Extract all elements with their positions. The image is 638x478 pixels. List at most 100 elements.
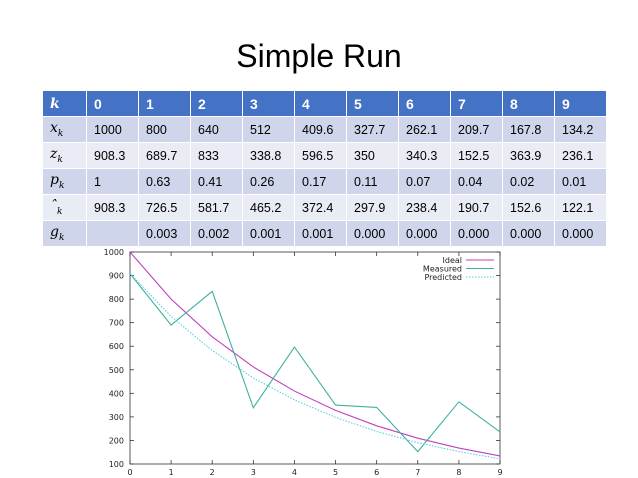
table-cell: 0.07 [398,168,451,195]
table-cell: 363.9 [502,142,555,169]
row-label: xk [42,116,87,143]
legend-label: Predicted [424,273,462,282]
table-cell: 0.000 [502,220,555,247]
column-header: 6 [398,90,451,117]
data-table: k 0 1 2 3 4 5 6 7 8 9 xk 1000 800 640 512 409.6 327.7 262.… [42,90,607,247]
table-cell: 209.7 [450,116,503,143]
row-symbol: ˆ [50,198,57,215]
table-cell: 167.8 [502,116,555,143]
table-cell: 640 [190,116,243,143]
row-label: gk [42,220,87,247]
column-header: 0 [86,90,139,117]
legend-label: Ideal [443,256,462,265]
row-symbol: x [50,120,58,137]
x-tick-label: 2 [210,468,215,476]
column-header: 7 [450,90,503,117]
table-cell: 1 [86,168,139,195]
table-cell: 0.04 [450,168,503,195]
table-cell: 236.1 [554,142,607,169]
table-cell: 327.7 [346,116,399,143]
table-cell: 122.1 [554,194,607,221]
y-tick-label: 700 [109,319,124,328]
x-tick-label: 9 [497,468,502,476]
column-header: 9 [554,90,607,117]
table-cell: 190.7 [450,194,503,221]
slide-title: Simple Run [236,38,402,74]
row-label: pk [42,168,87,195]
table-cell [86,220,139,247]
table-cell: 1000 [86,116,139,143]
table-cell: 0.01 [554,168,607,195]
table-cell: 0.002 [190,220,243,247]
table-cell: 0.000 [346,220,399,247]
table-row: ˆk 908.3 726.5 581.7 465.2 372.4 297.9 238.4 190… [42,194,607,221]
line-chart: 100 200 300 400 500 600 700 800 900 1000 0 1 2 3 4 5 6 7 8… [104,248,503,476]
series-line-ideal [129,251,501,457]
table-cell: 0.000 [398,220,451,247]
row-subscript: k [57,128,64,139]
table-cell: 350 [346,142,399,169]
table-cell: 0.001 [294,220,347,247]
series-line-measured [129,273,501,453]
y-tick-label: 200 [109,436,124,445]
table-cell: 512 [242,116,295,143]
y-tick-label: 600 [109,342,124,351]
row-symbol: z [50,146,58,163]
table-cell: 800 [138,116,191,143]
x-tick-label: 8 [456,468,461,476]
column-header: 2 [190,90,243,117]
series-line-predicted [129,273,501,460]
column-header: 1 [138,90,191,117]
column-header: 5 [346,90,399,117]
x-tick-label: 7 [415,468,420,476]
table-cell: 0.26 [242,168,295,195]
x-tick-label: 3 [251,468,256,476]
table-cell: 152.5 [450,142,503,169]
row-symbol: k [50,95,60,112]
table-cell: 238.4 [398,194,451,221]
row-subscript: k [57,154,63,165]
table-cell: 0.000 [450,220,503,247]
legend-label: Measured [423,265,462,274]
table-row: gk 0.003 0.002 0.001 0.001 0.000 0.000 0.000 0.0… [42,220,607,247]
table-row: xk 1000 800 640 512 409.6 327.7 262.1 209.7 167.8… [42,116,607,143]
table-cell: 908.3 [86,142,139,169]
table-cell: 152.6 [502,194,555,221]
table-cell: 0.11 [346,168,399,195]
row-subscript: k [58,180,65,191]
table-cell: 338.8 [242,142,295,169]
column-header: 8 [502,90,555,117]
y-tick-label: 500 [109,366,124,375]
table-cell: 689.7 [138,142,191,169]
table-cell: 0.41 [190,168,243,195]
table-cell: 262.1 [398,116,451,143]
table-cell: 726.5 [138,194,191,221]
table-cell: 581.7 [190,194,243,221]
table-cell: 0.17 [294,168,347,195]
row-label: ˆk [42,194,87,221]
table-cell: 372.4 [294,194,347,221]
table-row: zk 908.3 689.7 833 338.8 596.5 350 340.3 152.5 36… [42,142,607,169]
y-tick-label: 900 [109,272,124,281]
x-tick-label: 0 [127,468,132,476]
y-tick-label: 400 [109,389,124,398]
table-cell: 0.02 [502,168,555,195]
table-cell: 0.000 [554,220,607,247]
x-tick-label: 4 [292,468,297,476]
plot-frame [129,251,501,465]
row-symbol: p [50,172,59,189]
x-tick-label: 6 [374,468,379,476]
y-tick-label: 800 [109,295,124,304]
table-cell: 409.6 [294,116,347,143]
table-row: pk 1 0.63 0.41 0.26 0.17 0.11 0.07 0.04 0.02 0.01 [42,168,607,195]
table-cell: 134.2 [554,116,607,143]
table-cell: 0.003 [138,220,191,247]
table-cell: 833 [190,142,243,169]
y-tick-label: 100 [109,460,124,469]
table-cell: 908.3 [86,194,139,221]
table-cell: 297.9 [346,194,399,221]
table-cell: 0.001 [242,220,295,247]
x-tick-label: 5 [333,468,338,476]
table-cell: 0.63 [138,168,191,195]
